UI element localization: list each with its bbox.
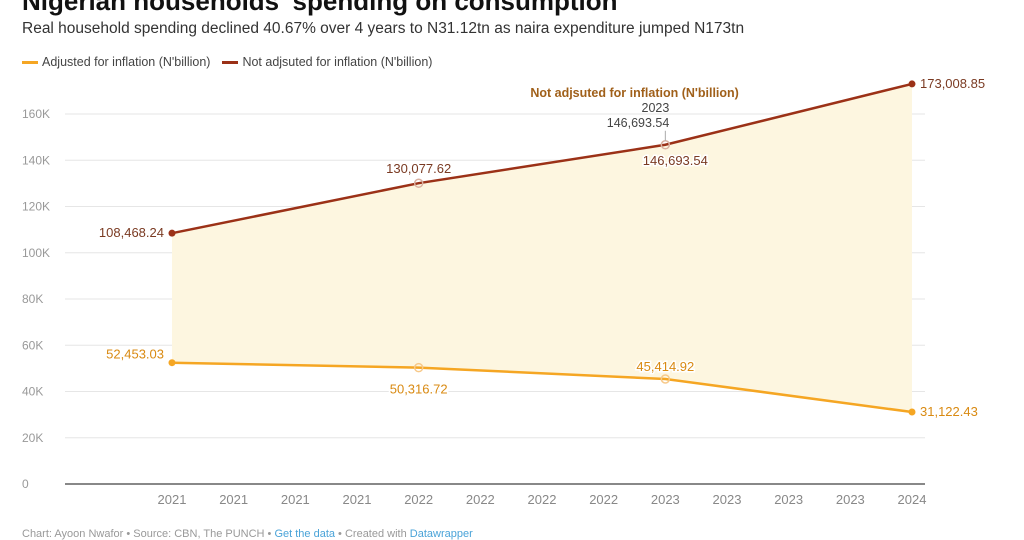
data-point bbox=[908, 80, 916, 88]
data-label: 50,316.72 bbox=[390, 382, 448, 397]
x-tick-label: 2021 bbox=[219, 492, 248, 507]
legend-swatch bbox=[22, 60, 38, 64]
data-point bbox=[908, 408, 916, 416]
legend-item-adjusted: Adjusted for inflation (N'billion) bbox=[22, 55, 210, 69]
chart-title: Nigerian households' spending on consump… bbox=[22, 0, 618, 16]
series-line bbox=[171, 82, 913, 235]
legend: Adjusted for inflation (N'billion) Not a… bbox=[22, 55, 432, 69]
get-data-link[interactable]: Get the data bbox=[274, 528, 335, 540]
y-tick-label: 140K bbox=[22, 153, 50, 167]
legend-swatch bbox=[222, 60, 239, 64]
data-point bbox=[660, 374, 671, 384]
data-label: 173,008.85 bbox=[920, 76, 985, 91]
x-tick-label: 2023 bbox=[651, 492, 680, 507]
tooltip-value: 146,693.54 bbox=[607, 116, 670, 130]
series-line bbox=[171, 361, 913, 414]
x-tick-label: 2023 bbox=[774, 492, 803, 507]
y-tick-label: 100K bbox=[22, 246, 50, 260]
data-label: 31,122.43 bbox=[920, 404, 978, 419]
x-tick-label: 2022 bbox=[589, 492, 618, 507]
tooltip-series: Not adjsuted for inflation (N'billion) bbox=[530, 86, 739, 100]
legend-item-not-adjusted: Not adjsuted for inflation (N'billion) bbox=[222, 55, 432, 69]
y-tick-label: 80K bbox=[22, 292, 43, 306]
y-tick-label: 120K bbox=[22, 200, 50, 214]
datawrapper-link[interactable]: Datawrapper bbox=[409, 528, 473, 540]
tooltip-x: 2023 bbox=[642, 101, 670, 115]
x-tick-label: 2021 bbox=[281, 492, 310, 507]
footer: Chart: Ayoon Nwafor • Source: CBN, The P… bbox=[22, 528, 473, 540]
data-point bbox=[168, 359, 176, 367]
y-tick-label: 20K bbox=[22, 431, 43, 445]
y-tick-label: 40K bbox=[22, 385, 43, 399]
data-label: 108,468.24 bbox=[99, 225, 164, 240]
x-tick-label: 2021 bbox=[158, 492, 187, 507]
chart-subtitle: Real household spending declined 40.67% … bbox=[22, 20, 745, 37]
footer-credit: Chart: Ayoon Nwafor • Source: CBN, The P… bbox=[22, 528, 275, 540]
footer-created: • Created with bbox=[335, 528, 410, 540]
x-tick-label: 2023 bbox=[836, 492, 865, 507]
x-tick-label: 2022 bbox=[404, 492, 433, 507]
data-label: 52,453.03 bbox=[106, 347, 164, 362]
data-label: 45,414.92 bbox=[636, 359, 694, 374]
data-label: 146,693.54 bbox=[643, 153, 708, 168]
y-tick-label: 0 bbox=[22, 477, 29, 491]
y-tick-label: 60K bbox=[22, 338, 43, 352]
data-point bbox=[413, 362, 424, 373]
data-point bbox=[413, 178, 424, 188]
legend-label: Not adjsuted for inflation (N'billion) bbox=[242, 55, 433, 69]
x-tick-label: 2024 bbox=[898, 492, 927, 507]
x-tick-label: 2022 bbox=[528, 492, 557, 507]
data-label: 130,077.62 bbox=[386, 161, 451, 176]
x-tick-label: 2023 bbox=[713, 492, 742, 507]
x-tick-label: 2022 bbox=[466, 492, 495, 507]
data-point bbox=[168, 229, 176, 237]
x-tick-label: 2021 bbox=[343, 492, 372, 507]
y-tick-label: 160K bbox=[22, 107, 50, 121]
area-between-series bbox=[172, 83, 912, 413]
legend-label: Adjusted for inflation (N'billion) bbox=[42, 55, 211, 69]
